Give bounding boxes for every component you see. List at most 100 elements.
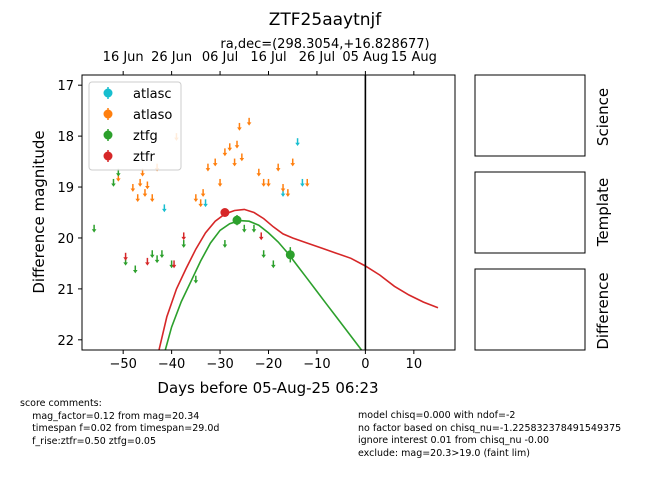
atlaso-upper-limit-point	[285, 189, 291, 197]
ztfr-upper-limit-point	[145, 257, 150, 266]
legend-marker	[103, 88, 113, 98]
atlaso-upper-limit-point	[239, 153, 245, 162]
top-tick-label: 06 Jul	[202, 50, 238, 65]
atlaso-upper-limit-point	[227, 143, 233, 152]
y-tick-label: 22	[57, 334, 74, 349]
ztfg-upper-limit-point	[193, 275, 199, 284]
x-tick-label: −50	[109, 357, 136, 372]
science-panel-label: Science	[594, 88, 612, 146]
model-curve-1	[164, 219, 363, 350]
atlaso-upper-limit-point	[217, 178, 223, 187]
y-tick-label: 19	[57, 181, 74, 196]
top-tick-label: 05 Aug	[342, 50, 388, 65]
y-tick-label: 20	[57, 232, 74, 247]
top-tick-label: 16 Jul	[250, 50, 286, 65]
atlasc-upper-limit-point	[162, 204, 167, 213]
comment-line: mag_factor=0.12 from mag=20.34	[20, 410, 200, 422]
ztfg-upper-limit-point	[181, 240, 187, 248]
atlaso-upper-limit-point	[142, 189, 148, 197]
atlasc-upper-limit-point	[300, 178, 305, 187]
plot-clip-group	[91, 75, 439, 350]
chart-title: ZTF25aaytnjf	[269, 10, 382, 30]
atlaso-upper-limit-point	[246, 117, 252, 126]
ztfg-upper-limit-point	[132, 265, 138, 274]
y-tick-label: 18	[57, 130, 74, 145]
difference-panel-label: Difference	[594, 272, 612, 349]
chart-subtitle: ra,dec=(298.3054,+16.828677)	[220, 37, 429, 52]
atlaso-upper-limit-point	[266, 178, 271, 187]
ztfg-upper-limit-point	[149, 250, 155, 259]
ztfg-upper-limit-point	[251, 224, 257, 233]
ztfg-upper-limit-point	[261, 250, 266, 259]
top-tick-label: 15 Aug	[391, 50, 437, 65]
legend-marker	[103, 151, 113, 161]
ztfg-upper-limit-point	[111, 178, 116, 187]
y-axis-label: Difference magnitude	[30, 130, 48, 293]
science-panel	[474, 74, 586, 157]
atlaso-upper-limit-point	[256, 168, 262, 177]
atlaso-upper-limit-point	[222, 148, 228, 157]
atlasc-upper-limit-point	[203, 199, 208, 208]
atlaso-upper-limit-point	[135, 194, 141, 203]
top-tick-label: 26 Jun	[151, 50, 192, 65]
atlaso-upper-limit-point	[198, 199, 203, 208]
atlaso-upper-limit-point	[212, 158, 218, 167]
comment-line: score comments:	[20, 398, 102, 409]
model-comments: model chisq=0.000 with ndof=-2 no factor …	[358, 410, 621, 460]
legend-label: atlaso	[133, 108, 172, 123]
top-tick-label: 26 Jul	[299, 50, 335, 65]
ztfg-detection-point	[232, 215, 242, 226]
atlaso-upper-limit-point	[205, 163, 211, 172]
legend-entry-ztfg: ztfg	[103, 129, 158, 144]
comment-line: timespan f=0.02 from timespan=29.0d	[20, 423, 220, 434]
atlaso-upper-limit-point	[232, 158, 237, 167]
template-panel-label: Template	[594, 178, 612, 247]
y-tick-label: 17	[57, 79, 74, 94]
comment-line: exclude: mag=20.3>19.0 (faint lim)	[358, 447, 530, 459]
atlaso-upper-limit-point	[149, 194, 155, 203]
plot-area	[91, 75, 439, 350]
legend-label: ztfg	[133, 129, 158, 144]
atlaso-upper-limit-point	[193, 194, 199, 203]
legend-entry-atlaso: atlaso	[103, 108, 172, 123]
ztfg-upper-limit-point	[271, 260, 276, 269]
x-tick-label: 0	[361, 357, 369, 372]
ztfg-upper-limit-point	[91, 224, 97, 233]
atlaso-upper-limit-point	[130, 184, 136, 192]
comment-line: no factor based on chisq_nu=-1.225832378…	[358, 422, 622, 434]
legend: atlasc atlaso ztfg ztfr	[88, 81, 182, 171]
atlaso-upper-limit-point	[234, 140, 240, 149]
atlaso-upper-limit-point	[145, 181, 150, 190]
atlaso-upper-limit-point	[304, 178, 310, 187]
legend-marker	[103, 130, 113, 140]
x-tick-label: −40	[158, 357, 185, 372]
legend-marker	[103, 109, 113, 119]
atlaso-upper-limit-point	[275, 163, 281, 172]
y-tick-label: 21	[57, 283, 74, 298]
atlasc-upper-limit-point	[295, 138, 300, 147]
ztfr-upper-limit-point	[181, 232, 187, 241]
x-axis-label: Days before 05-Aug-25 06:23	[157, 379, 378, 397]
ztfg-upper-limit-point	[241, 224, 247, 233]
atlaso-upper-limit-point	[137, 178, 143, 187]
ztfg-detection-point	[285, 247, 295, 263]
atlaso-upper-limit-point	[261, 178, 266, 187]
comment-line: ignore interest 0.01 from chisq_nu -0.00	[358, 435, 550, 446]
template-panel	[474, 171, 586, 254]
legend-label: atlasc	[133, 87, 172, 102]
axes: −50 −40 −30 −20 −10 0 10 17 18 19 20 21 22 16 Jun 26 J…	[57, 50, 436, 372]
ztfg-upper-limit-point	[159, 250, 165, 259]
x-tick-label: −20	[255, 357, 282, 372]
atlaso-upper-limit-point	[200, 189, 206, 197]
ztfr-upper-limit-point	[123, 252, 128, 261]
legend-entry-atlasc: atlasc	[103, 87, 172, 102]
difference-panel	[474, 268, 586, 351]
model-curve-0	[158, 208, 439, 350]
x-tick-label: −10	[303, 357, 330, 372]
ztfr-upper-limit-point	[258, 232, 264, 241]
comment-line: model chisq=0.000 with ndof=-2	[358, 410, 516, 421]
atlaso-upper-limit-point	[280, 184, 286, 192]
ztfg-upper-limit-point	[222, 240, 228, 248]
top-tick-label: 16 Jun	[103, 50, 144, 65]
